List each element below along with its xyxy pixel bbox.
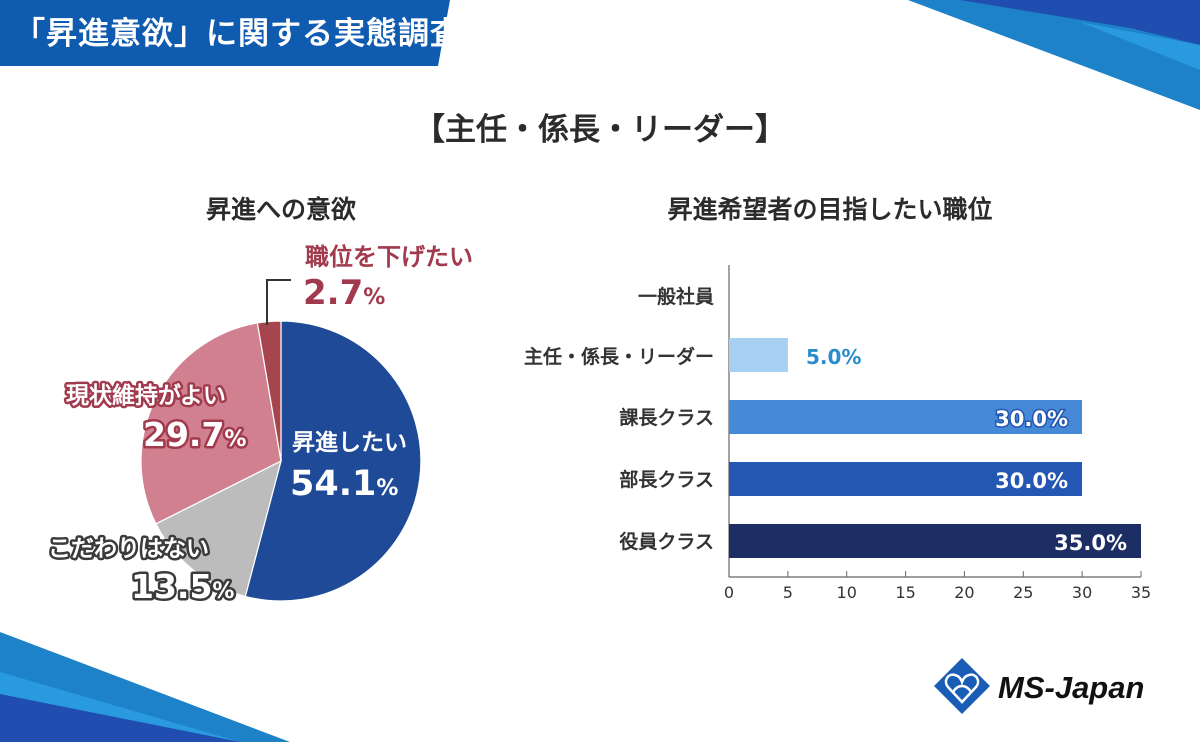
pie-value-no-preference: 13.5% (131, 567, 234, 606)
x-tick-label: 20 (954, 583, 974, 602)
bar-category-label: 課長クラス (619, 406, 714, 429)
pie-label-status-quo: 現状維持がよい (66, 382, 226, 409)
pie-value-status-quo: 29.7% (143, 415, 246, 454)
pie-value-promote: 54.1% (290, 464, 398, 504)
bar-value-label: 30.0% (995, 469, 1068, 493)
x-tick-label: 10 (837, 583, 857, 602)
pie-label-no-preference-group: こだわりはない 13.5% (46, 534, 237, 609)
bar-chart-title: 昇進希望者の目指したい職位 (667, 195, 993, 224)
pie-label-demote: 職位を下げたい (305, 243, 473, 271)
pie-slices (140, 320, 422, 602)
x-tick-label: 25 (1013, 583, 1033, 602)
pie-label-no-preference: こだわりはない (48, 536, 209, 562)
x-tick-label: 35 (1131, 583, 1151, 602)
bar-kacho (729, 400, 1082, 434)
pie-value-demote: 2.7% (303, 273, 385, 313)
x-tick-label: 15 (895, 583, 915, 602)
pie-slice-no-preference (155, 459, 282, 598)
logo-text: MS-Japan (998, 670, 1144, 705)
section-title: 【主任・係長・リーダー】 (414, 112, 786, 148)
leader-line (266, 279, 291, 325)
header-banner (0, 0, 450, 66)
page-title: 「昇進意欲」に関する実態調査 (14, 16, 462, 52)
x-tick-label: 5 (783, 583, 793, 602)
pie-chart-title: 昇進への意欲 (205, 195, 356, 224)
bar-yakuin (729, 524, 1141, 558)
bar-bucho (729, 462, 1082, 496)
bar-category-label: 一般社員 (638, 285, 714, 308)
decorative-corner-bottom-left (0, 632, 290, 742)
bar-value-label: 30.0% (995, 407, 1068, 431)
pie-chart: 職位を下げたい 2.7% 現状維持がよい 29.7% 昇進したい 54.1% こ… (46, 243, 474, 609)
x-tick-label: 30 (1072, 583, 1092, 602)
decorative-corner-top-right (908, 0, 1200, 110)
pie-label-promote: 昇進したい (292, 430, 407, 456)
pie-slice-promote (244, 320, 422, 602)
x-tick-label: 0 (724, 583, 734, 602)
bar-value-label: 5.0% (806, 345, 861, 369)
bar-category-label: 主任・係長・リーダー (524, 345, 714, 368)
pie-slice-demote (256, 320, 282, 462)
bar-chart: 一般社員 主任・係長・リーダー 課長クラス 部長クラス 役員クラス 5.0% 3… (524, 265, 1151, 602)
bar-value-label: 35.0% (1054, 531, 1127, 555)
ms-japan-logo: MS-Japan (934, 658, 1144, 714)
bar-shunin (729, 338, 788, 372)
bar-category-label: 部長クラス (619, 468, 714, 491)
bar-category-label: 役員クラス (619, 530, 714, 553)
pie-label-status-quo-group: 現状維持がよい 29.7% (64, 380, 249, 457)
logo-diamond-icon (934, 658, 990, 714)
pie-slice-status-quo (140, 322, 282, 525)
